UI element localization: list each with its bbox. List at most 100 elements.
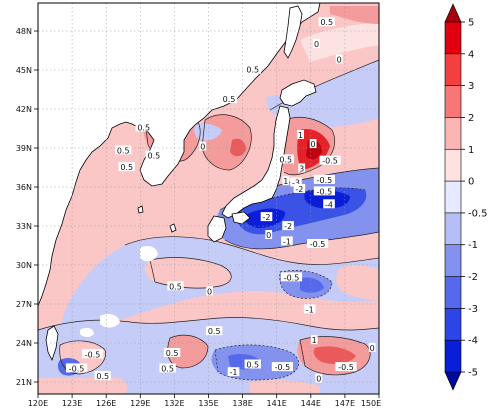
colorbar-level-label: -0.5 [468,208,488,219]
lon-tick-label: 147E [335,399,355,408]
contour-label-bg [244,359,261,369]
contour-label: -0.5 [69,364,85,373]
lon-tick-label: 150E [361,399,381,408]
contour-label-bg [118,162,135,172]
contour-label-bg [318,17,335,27]
colorbar-level-label: -1 [468,240,478,251]
contour-label: -1 [306,305,314,314]
contour-label: 0 [266,231,271,240]
lat-tick-label: 30N [16,261,32,270]
lat-tick-label: 21N [16,378,32,387]
colorbar-level-label: 2 [468,113,474,124]
colorbar-swatch [444,117,462,150]
contour-label: 0.5 [148,152,161,161]
colorbar-swatch [444,85,462,119]
contour-label: 0.5 [166,349,179,358]
contour-label-bg [271,362,293,372]
lon-tick-label: 135E [198,399,218,408]
contour-label-bg [163,348,181,357]
colorbar-top-arrow [444,3,462,23]
contour-label-bg [313,186,335,196]
contour-label: 0.5 [320,18,333,27]
hokkaido [279,79,317,107]
latitude-axis: 21N 24N 27N 30N 33N 36N 39N 42N 45N 48N [16,27,38,387]
contour-label-bg [265,230,273,239]
contour-label-bg [293,183,306,193]
colorbar-level-label: -2 [468,272,478,283]
contour-label-bg [310,335,318,345]
contour-label-bg [66,363,88,373]
contour-label: 0.5 [169,282,182,291]
contour-label-bg [303,304,316,314]
contour-label-bg [159,363,176,373]
lat-tick-label: 33N [16,222,32,231]
contour-label: -1 [230,368,238,377]
contour-label: 0 [337,55,342,64]
colorbar-level-label: 4 [468,49,474,60]
contour-label: 0.5 [117,146,130,155]
contour-label-bg [82,349,104,359]
longitude-axis: 120E 123E 126E 129E 132E 135E 138E 141E … [28,394,381,408]
contour-label-bg [298,163,306,173]
contour-label: -2 [263,213,271,222]
lon-tick-label: 120E [28,399,48,408]
colorbar-swatch [444,276,462,309]
contour-label-bg [206,326,223,336]
colorbar-swatch [444,53,462,87]
contour-label-bg [313,174,335,184]
contour-label: 0.5 [161,364,174,373]
lon-tick-label: 132E [164,399,184,408]
contour-label-bg [323,199,335,209]
contour-label-bg [307,239,329,248]
contour-label-bg [281,236,293,246]
lon-tick-label: 126E [96,399,116,408]
contour-label: 0.5 [120,163,133,172]
contour-label: -3 [292,179,300,188]
contour-label-bg [280,272,303,282]
colorbar-labels: 5 4 3 2 1 0 -0.5 -1 -2 -3 -4 -5 [468,18,488,379]
colorbar-level-label: -5 [468,368,478,379]
contour-label-bg [309,139,317,148]
map-plot: 0.5 0 0 0.5 0.5 0.5 0.5 0.5 0 0.5 1 0 0.5 -0.5 3 1 -3 -2 -… [16,2,381,408]
contour-label: 1 [283,177,288,186]
missing-data-patches [80,246,158,337]
contour-label-bg [319,155,341,165]
colorbar-swatch [444,244,462,278]
contour-label-bg [115,145,132,155]
colorbar-swatch [444,339,462,373]
contour-label: 0.5 [246,361,259,370]
contour-label-bg [227,367,240,377]
colorbar-level-label: 1 [468,145,474,156]
contour-label-bg [282,221,294,231]
lon-tick-label: 141E [267,399,287,408]
contour-label: 0 [207,287,212,296]
contour-label: 0 [200,143,205,152]
contour-label: -0.5 [310,240,326,249]
contour-label: -1 [283,237,291,246]
contour-label-bg [94,371,111,381]
contour-label: 3 [299,164,304,173]
colorbar: 5 4 3 2 1 0 -0.5 -1 -2 -3 -4 -5 [444,3,488,391]
contour-label-bg [167,281,184,291]
contour-label: -0.5 [284,273,300,282]
lon-tick-label: 144E [301,399,321,408]
contour-label: -0.5 [338,363,354,372]
colorbar-bottom-arrow [444,371,462,391]
land-masses [38,3,321,362]
colorbar-level-label: -4 [468,336,478,347]
contour-label-bg [206,286,213,296]
contour-label: 1 [312,336,317,345]
colorbar-swatches [444,3,462,391]
colorbar-level-label: 5 [468,18,474,29]
colorbar-level-label: 0 [468,177,474,188]
contour-label-bg [244,64,261,74]
contour-label-bg [220,94,238,104]
contour-label-layer: 0.5 0 0 0.5 0.5 0.5 0.5 0.5 0 0.5 1 0 0.5 -0.5 3 1 -3 -2 -… [66,17,376,384]
contour-label-bg [277,154,294,164]
contour-label: -4 [325,200,333,209]
contour-label-bg [290,177,302,187]
lat-tick-label: 45N [16,66,32,75]
contour-label: 0.5 [96,372,109,381]
taiwan [45,325,59,362]
